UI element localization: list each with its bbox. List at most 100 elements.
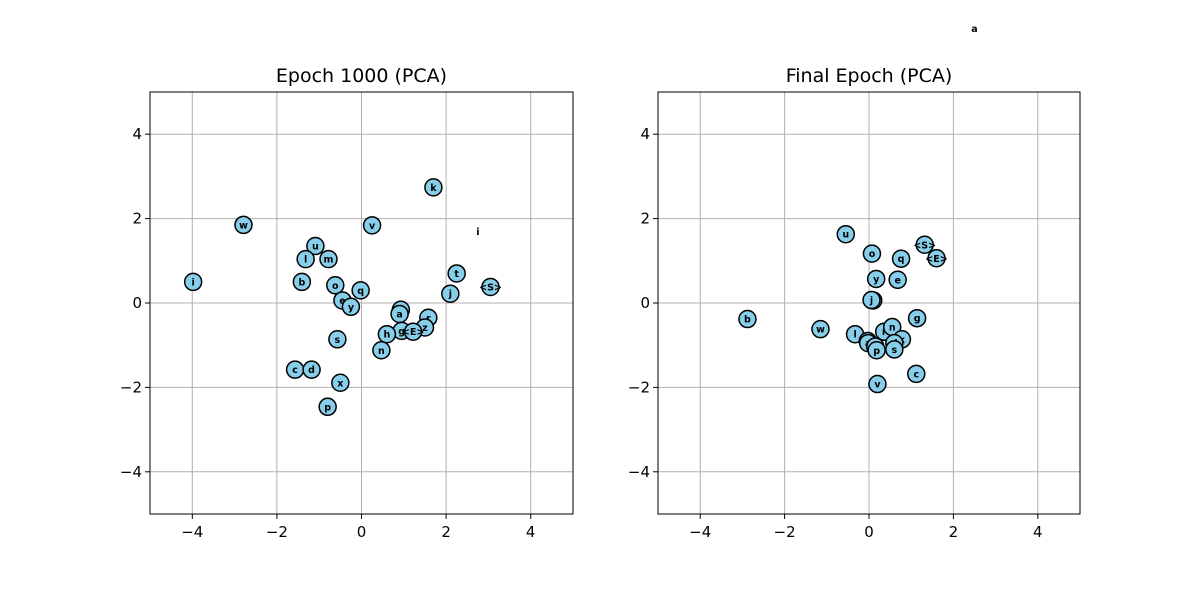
final-epoch-xtick-label: −4 xyxy=(689,523,711,541)
epoch-1000-title: Epoch 1000 (PCA) xyxy=(276,65,447,87)
epoch-1000-point-marker xyxy=(318,397,337,417)
epoch-1000-point-label: d xyxy=(308,365,315,376)
final-epoch-point-label: <S> xyxy=(913,240,936,251)
epoch-1000-point-label: a xyxy=(396,309,402,320)
final-epoch-point-marker xyxy=(885,340,904,359)
epoch-1000-point-label: p xyxy=(324,402,331,413)
epoch-1000-ytick-label: 0 xyxy=(132,294,142,312)
final-epoch-point-marker xyxy=(811,319,830,339)
final-epoch-ytick-label: −4 xyxy=(628,463,650,481)
final-epoch-point-label: r xyxy=(882,327,887,338)
final-epoch-point-s: <S> xyxy=(913,235,936,255)
final-epoch-ytick-label: −2 xyxy=(628,378,650,396)
epoch-1000-xtick-label: 4 xyxy=(526,523,536,541)
epoch-1000-point-label: u xyxy=(312,242,319,253)
epoch-1000-point-marker xyxy=(403,322,423,341)
final-epoch-point-marker xyxy=(866,269,886,289)
final-epoch-ytick-label: 4 xyxy=(640,125,650,143)
epoch-1000-point-label: y xyxy=(348,302,355,313)
epoch-1000-ytick-label: 4 xyxy=(132,125,142,143)
epoch-1000-point-n: n xyxy=(372,341,391,360)
final-epoch-point-marker xyxy=(915,235,934,255)
epoch-1000-grid xyxy=(150,92,573,514)
final-epoch-point-v: v xyxy=(868,374,887,394)
epoch-1000-xtick-label: 2 xyxy=(441,523,451,541)
epoch-1000-point-marker xyxy=(372,341,391,360)
final-epoch-point-e: <E> xyxy=(925,249,948,268)
epoch-1000-point-label: <E> xyxy=(402,327,424,338)
final-epoch-point-w: w xyxy=(811,319,830,339)
epoch-1000-point-d: d xyxy=(302,360,321,379)
epoch-1000-point-j: j xyxy=(441,284,460,303)
epoch-1000-point-k: k xyxy=(424,178,443,197)
epoch-1000-xtick-label: −4 xyxy=(181,523,203,541)
final-epoch-point-label: s xyxy=(891,345,897,356)
final-epoch-point-marker xyxy=(907,364,926,384)
final-epoch-point-c: c xyxy=(907,364,926,384)
epoch-1000-point-b: b xyxy=(292,272,312,292)
final-epoch-point-b: b xyxy=(738,309,757,329)
epoch-1000-point-c: c xyxy=(285,360,305,379)
epoch-1000-point-marker xyxy=(481,277,500,297)
final-epoch-point-label: g xyxy=(914,314,921,325)
final-epoch-point-label: o xyxy=(869,249,876,260)
epoch-1000-point-label: h xyxy=(383,330,390,341)
epoch-1000-point-label: l xyxy=(304,255,307,266)
epoch-1000-point-label: s xyxy=(335,335,341,346)
final-epoch-ytick-label: 2 xyxy=(640,210,650,228)
final-epoch-point-e: e xyxy=(888,270,907,290)
epoch-1000-point-marker xyxy=(328,330,347,349)
epoch-1000-point-label: w xyxy=(239,220,248,231)
stray-label-i: i xyxy=(476,227,479,238)
final-epoch-point-marker xyxy=(868,374,887,394)
final-epoch-point-o: o xyxy=(862,244,882,263)
epoch-1000-ytick-label: −4 xyxy=(120,463,142,481)
out-of-axes-labels: ai xyxy=(476,24,978,238)
final-epoch-point-label: j xyxy=(869,296,873,307)
epoch-1000-ytick-label: −2 xyxy=(120,378,142,396)
epoch-1000-point-label: r xyxy=(426,313,431,324)
epoch-1000-ytick-label: 2 xyxy=(132,210,142,228)
epoch-1000-point-e: <E> xyxy=(402,322,424,341)
epoch-1000-point-label: b xyxy=(298,277,305,288)
epoch-1000-point-q: q xyxy=(351,281,370,300)
epoch-1000-point-t: t xyxy=(447,264,466,283)
epoch-1000-point-h: h xyxy=(377,324,397,344)
epoch-1000-point-w: w xyxy=(234,215,253,235)
epoch-1000-point-y: y xyxy=(341,297,361,317)
epoch-1000-point-label: g xyxy=(398,326,405,337)
final-epoch-ytick-label: 0 xyxy=(640,294,650,312)
final-epoch-title: Final Epoch (PCA) xyxy=(786,65,953,87)
epoch-1000-point-l: l xyxy=(296,249,315,269)
epoch-1000-point-marker xyxy=(424,178,443,197)
epoch-1000-point-s: s xyxy=(328,330,347,349)
epoch-1000-point-m: m xyxy=(319,249,338,269)
epoch-1000-point-marker xyxy=(362,216,382,235)
epoch-1000-point-a: a xyxy=(390,304,409,324)
final-epoch-point-label: q xyxy=(898,254,905,265)
epoch-1000-point-marker xyxy=(302,360,321,379)
epoch-1000-point-label: e xyxy=(339,296,345,307)
epoch-1000-point-label: x xyxy=(337,378,343,389)
epoch-1000-point-marker xyxy=(306,236,325,256)
final-epoch-point-marker xyxy=(891,249,911,268)
epoch-1000-point-marker xyxy=(441,284,460,303)
epoch-1000-point-marker xyxy=(447,264,466,283)
epoch-1000-xtick-label: 0 xyxy=(357,523,367,541)
final-epoch-point-q: q xyxy=(891,249,911,268)
epoch-1000-point-s: <S> xyxy=(479,277,502,297)
epoch-1000-point-label: k xyxy=(430,183,437,194)
epoch-1000-point-marker xyxy=(331,373,350,393)
final-epoch-point-marker xyxy=(888,270,907,290)
epoch-1000-point-label: c xyxy=(292,365,298,376)
final-epoch-point-label: v xyxy=(874,380,881,391)
epoch-1000-point-label: n xyxy=(378,346,385,357)
epoch-1000-point-label: i xyxy=(192,277,195,288)
epoch-1000-point-u: u xyxy=(306,236,325,256)
final-epoch-point-marker xyxy=(862,244,882,263)
epoch-1000-point-label: j xyxy=(448,289,452,300)
epoch-1000-point-marker xyxy=(234,215,253,235)
